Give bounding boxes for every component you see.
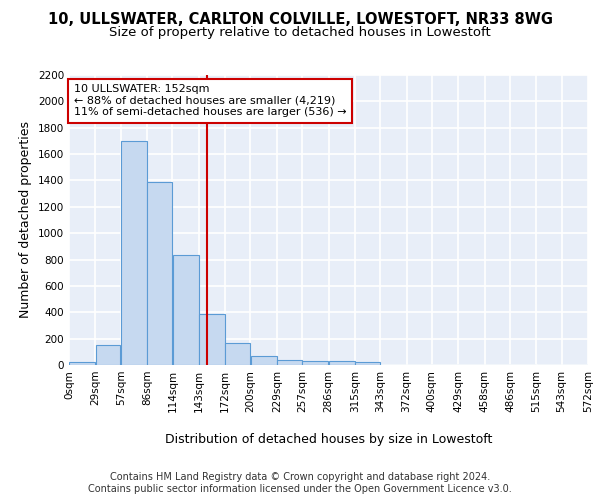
Bar xyxy=(329,361,355,365)
Bar xyxy=(355,362,380,365)
Text: Size of property relative to detached houses in Lowestoft: Size of property relative to detached ho… xyxy=(109,26,491,39)
Bar xyxy=(69,362,95,365)
Bar xyxy=(277,360,302,365)
Text: 10 ULLSWATER: 152sqm
← 88% of detached houses are smaller (4,219)
11% of semi-de: 10 ULLSWATER: 152sqm ← 88% of detached h… xyxy=(74,84,346,117)
Bar xyxy=(173,255,199,365)
Bar xyxy=(95,344,121,365)
Text: Distribution of detached houses by size in Lowestoft: Distribution of detached houses by size … xyxy=(165,432,493,446)
Bar xyxy=(121,141,147,365)
Bar xyxy=(199,314,225,365)
Bar xyxy=(251,356,277,365)
Y-axis label: Number of detached properties: Number of detached properties xyxy=(19,122,32,318)
Bar xyxy=(302,361,328,365)
Text: Contains HM Land Registry data © Crown copyright and database right 2024.
Contai: Contains HM Land Registry data © Crown c… xyxy=(88,472,512,494)
Text: 10, ULLSWATER, CARLTON COLVILLE, LOWESTOFT, NR33 8WG: 10, ULLSWATER, CARLTON COLVILLE, LOWESTO… xyxy=(47,12,553,28)
Bar xyxy=(225,343,250,365)
Bar xyxy=(147,182,172,365)
